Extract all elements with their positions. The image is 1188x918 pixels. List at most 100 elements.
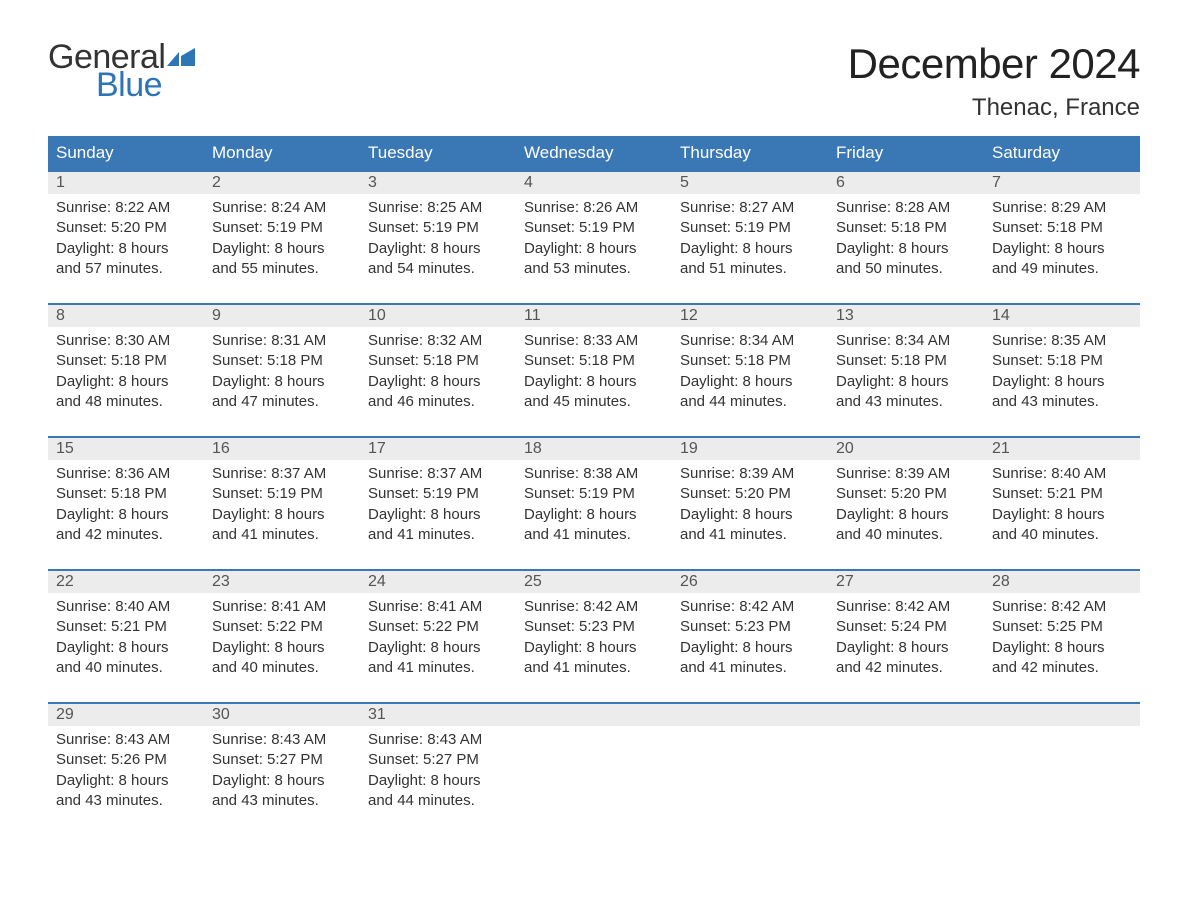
- sunset-text: Sunset: 5:18 PM: [680, 351, 820, 371]
- daylight-text: and 40 minutes.: [836, 525, 976, 545]
- weekday-header: Wednesday: [516, 136, 672, 170]
- day-cell: [516, 726, 672, 811]
- daylight-text: Daylight: 8 hours: [56, 771, 196, 791]
- day-cell: Sunrise: 8:37 AMSunset: 5:19 PMDaylight:…: [360, 460, 516, 545]
- sunset-text: Sunset: 5:19 PM: [368, 218, 508, 238]
- day-cell: Sunrise: 8:39 AMSunset: 5:20 PMDaylight:…: [672, 460, 828, 545]
- sunset-text: Sunset: 5:19 PM: [524, 484, 664, 504]
- day-cell: [828, 726, 984, 811]
- sunset-text: Sunset: 5:18 PM: [836, 351, 976, 371]
- day-number: 11: [516, 305, 672, 327]
- sunset-text: Sunset: 5:25 PM: [992, 617, 1132, 637]
- day-number-row: 22232425262728: [48, 571, 1140, 593]
- day-content-row: Sunrise: 8:36 AMSunset: 5:18 PMDaylight:…: [48, 460, 1140, 569]
- day-number: 22: [48, 571, 204, 593]
- day-cell: Sunrise: 8:26 AMSunset: 5:19 PMDaylight:…: [516, 194, 672, 279]
- day-number: 31: [360, 704, 516, 726]
- day-cell: Sunrise: 8:36 AMSunset: 5:18 PMDaylight:…: [48, 460, 204, 545]
- daylight-text: and 45 minutes.: [524, 392, 664, 412]
- day-number: 23: [204, 571, 360, 593]
- daylight-text: Daylight: 8 hours: [524, 505, 664, 525]
- daylight-text: Daylight: 8 hours: [368, 771, 508, 791]
- sunrise-text: Sunrise: 8:42 AM: [992, 597, 1132, 617]
- week-row: 22232425262728Sunrise: 8:40 AMSunset: 5:…: [48, 569, 1140, 702]
- sunset-text: Sunset: 5:22 PM: [368, 617, 508, 637]
- weekday-header: Monday: [204, 136, 360, 170]
- sunrise-text: Sunrise: 8:31 AM: [212, 331, 352, 351]
- weekday-header: Tuesday: [360, 136, 516, 170]
- day-number: 9: [204, 305, 360, 327]
- sunset-text: Sunset: 5:23 PM: [524, 617, 664, 637]
- sunset-text: Sunset: 5:19 PM: [524, 218, 664, 238]
- sunset-text: Sunset: 5:23 PM: [680, 617, 820, 637]
- sunset-text: Sunset: 5:19 PM: [368, 484, 508, 504]
- day-number: 10: [360, 305, 516, 327]
- sunset-text: Sunset: 5:18 PM: [56, 351, 196, 371]
- sunrise-text: Sunrise: 8:25 AM: [368, 198, 508, 218]
- day-number-row: 891011121314: [48, 305, 1140, 327]
- weekday-header: Thursday: [672, 136, 828, 170]
- daylight-text: and 40 minutes.: [212, 658, 352, 678]
- day-number: 21: [984, 438, 1140, 460]
- sunset-text: Sunset: 5:19 PM: [212, 218, 352, 238]
- day-number: 2: [204, 172, 360, 194]
- daylight-text: Daylight: 8 hours: [212, 372, 352, 392]
- day-cell: Sunrise: 8:28 AMSunset: 5:18 PMDaylight:…: [828, 194, 984, 279]
- day-number-row: 1234567: [48, 172, 1140, 194]
- week-row: 293031Sunrise: 8:43 AMSunset: 5:26 PMDay…: [48, 702, 1140, 835]
- daylight-text: Daylight: 8 hours: [212, 239, 352, 259]
- daylight-text: Daylight: 8 hours: [212, 638, 352, 658]
- day-cell: Sunrise: 8:41 AMSunset: 5:22 PMDaylight:…: [204, 593, 360, 678]
- sunset-text: Sunset: 5:20 PM: [680, 484, 820, 504]
- daylight-text: and 41 minutes.: [524, 658, 664, 678]
- sunrise-text: Sunrise: 8:39 AM: [836, 464, 976, 484]
- sunrise-text: Sunrise: 8:22 AM: [56, 198, 196, 218]
- day-cell: Sunrise: 8:38 AMSunset: 5:19 PMDaylight:…: [516, 460, 672, 545]
- day-number: 18: [516, 438, 672, 460]
- daylight-text: Daylight: 8 hours: [992, 239, 1132, 259]
- day-number: 13: [828, 305, 984, 327]
- daylight-text: and 43 minutes.: [992, 392, 1132, 412]
- day-cell: Sunrise: 8:34 AMSunset: 5:18 PMDaylight:…: [828, 327, 984, 412]
- daylight-text: and 40 minutes.: [56, 658, 196, 678]
- daylight-text: and 49 minutes.: [992, 259, 1132, 279]
- sunrise-text: Sunrise: 8:26 AM: [524, 198, 664, 218]
- day-cell: [672, 726, 828, 811]
- location-label: Thenac, France: [848, 94, 1140, 122]
- calendar: SundayMondayTuesdayWednesdayThursdayFrid…: [48, 136, 1140, 835]
- daylight-text: and 41 minutes.: [524, 525, 664, 545]
- sunrise-text: Sunrise: 8:28 AM: [836, 198, 976, 218]
- day-number: 19: [672, 438, 828, 460]
- daylight-text: and 51 minutes.: [680, 259, 820, 279]
- daylight-text: and 44 minutes.: [368, 791, 508, 811]
- day-cell: Sunrise: 8:42 AMSunset: 5:23 PMDaylight:…: [672, 593, 828, 678]
- day-cell: Sunrise: 8:43 AMSunset: 5:26 PMDaylight:…: [48, 726, 204, 811]
- daylight-text: and 42 minutes.: [836, 658, 976, 678]
- day-number-row: 293031: [48, 704, 1140, 726]
- day-cell: Sunrise: 8:24 AMSunset: 5:19 PMDaylight:…: [204, 194, 360, 279]
- sunrise-text: Sunrise: 8:42 AM: [836, 597, 976, 617]
- week-row: 1234567Sunrise: 8:22 AMSunset: 5:20 PMDa…: [48, 170, 1140, 303]
- daylight-text: Daylight: 8 hours: [680, 239, 820, 259]
- day-cell: Sunrise: 8:43 AMSunset: 5:27 PMDaylight:…: [360, 726, 516, 811]
- day-number: 15: [48, 438, 204, 460]
- sunrise-text: Sunrise: 8:38 AM: [524, 464, 664, 484]
- daylight-text: Daylight: 8 hours: [56, 239, 196, 259]
- sunrise-text: Sunrise: 8:37 AM: [212, 464, 352, 484]
- day-number: 4: [516, 172, 672, 194]
- sunrise-text: Sunrise: 8:34 AM: [836, 331, 976, 351]
- weekday-header: Friday: [828, 136, 984, 170]
- daylight-text: Daylight: 8 hours: [836, 372, 976, 392]
- sunrise-text: Sunrise: 8:40 AM: [992, 464, 1132, 484]
- daylight-text: Daylight: 8 hours: [524, 638, 664, 658]
- day-cell: Sunrise: 8:39 AMSunset: 5:20 PMDaylight:…: [828, 460, 984, 545]
- daylight-text: Daylight: 8 hours: [992, 638, 1132, 658]
- daylight-text: Daylight: 8 hours: [680, 505, 820, 525]
- daylight-text: Daylight: 8 hours: [212, 505, 352, 525]
- day-number-row: 15161718192021: [48, 438, 1140, 460]
- weekday-header: Sunday: [48, 136, 204, 170]
- sunrise-text: Sunrise: 8:43 AM: [368, 730, 508, 750]
- day-number: 7: [984, 172, 1140, 194]
- logo-word-blue: Blue: [96, 68, 195, 102]
- sunset-text: Sunset: 5:26 PM: [56, 750, 196, 770]
